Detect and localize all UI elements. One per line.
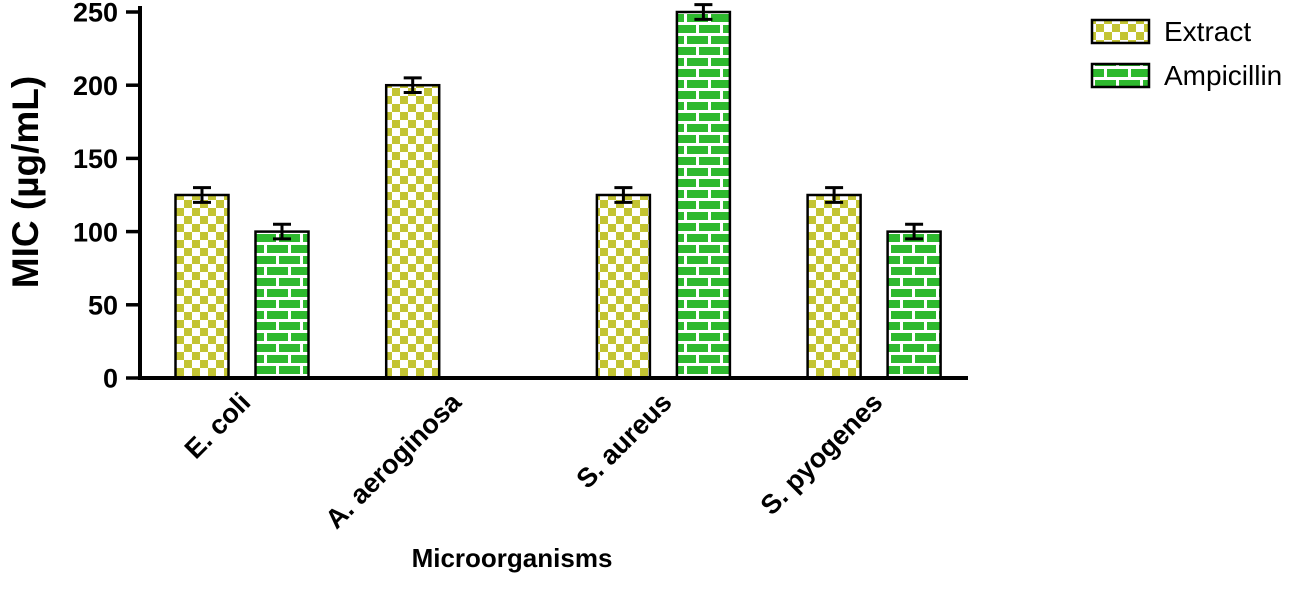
y-tick-label: 250 [73, 0, 118, 28]
bar [174, 193, 230, 380]
y-tick-label: 200 [73, 71, 118, 101]
ampicillin-swatch-icon [1090, 62, 1151, 89]
bar [254, 230, 310, 380]
y-axis-title: MIC (µg/mL) [5, 76, 46, 288]
category-label: S. pyogenes [755, 387, 889, 521]
legend-label-ampicillin: Ampicillin [1164, 60, 1282, 91]
x-axis-title: Microorganisms [412, 543, 613, 573]
y-tick-label: 50 [88, 291, 118, 321]
category-label: A. aeroginosa [319, 386, 467, 534]
axes-layer [126, 6, 968, 380]
y-tick-label: 0 [103, 364, 118, 394]
bar [595, 193, 652, 380]
axis-line [138, 6, 968, 380]
bar [675, 10, 732, 380]
extract-swatch-icon [1090, 18, 1151, 45]
bars-layer [174, 10, 942, 380]
bar [384, 83, 441, 380]
category-label: E. coli [179, 387, 256, 464]
y-tick-label: 100 [73, 217, 118, 247]
bar [806, 193, 862, 380]
y-tick-label: 150 [73, 144, 118, 174]
category-label: S. aureus [570, 387, 677, 494]
legend-label-extract: Extract [1164, 16, 1251, 47]
legend: Extract Ampicillin [1090, 16, 1282, 91]
bar [886, 230, 942, 380]
error-bars-layer [193, 3, 924, 241]
